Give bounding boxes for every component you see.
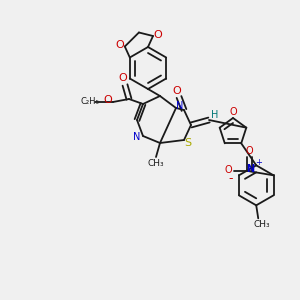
Text: O: O bbox=[118, 73, 127, 83]
Text: N: N bbox=[176, 101, 184, 111]
Text: O: O bbox=[229, 107, 237, 117]
Text: CH₃: CH₃ bbox=[254, 220, 271, 229]
Text: H: H bbox=[211, 110, 219, 120]
Text: N: N bbox=[133, 132, 141, 142]
Text: S: S bbox=[184, 138, 192, 148]
Text: C₂H₅: C₂H₅ bbox=[81, 97, 99, 106]
Text: +: + bbox=[255, 158, 262, 167]
Text: CH₃: CH₃ bbox=[148, 160, 164, 169]
Text: O: O bbox=[116, 40, 124, 50]
Text: O: O bbox=[225, 165, 232, 175]
Text: O: O bbox=[246, 146, 254, 156]
Text: O: O bbox=[172, 86, 182, 96]
Text: O: O bbox=[103, 95, 112, 105]
Text: N: N bbox=[247, 164, 255, 174]
Text: O: O bbox=[154, 30, 162, 40]
Text: -: - bbox=[228, 172, 233, 185]
